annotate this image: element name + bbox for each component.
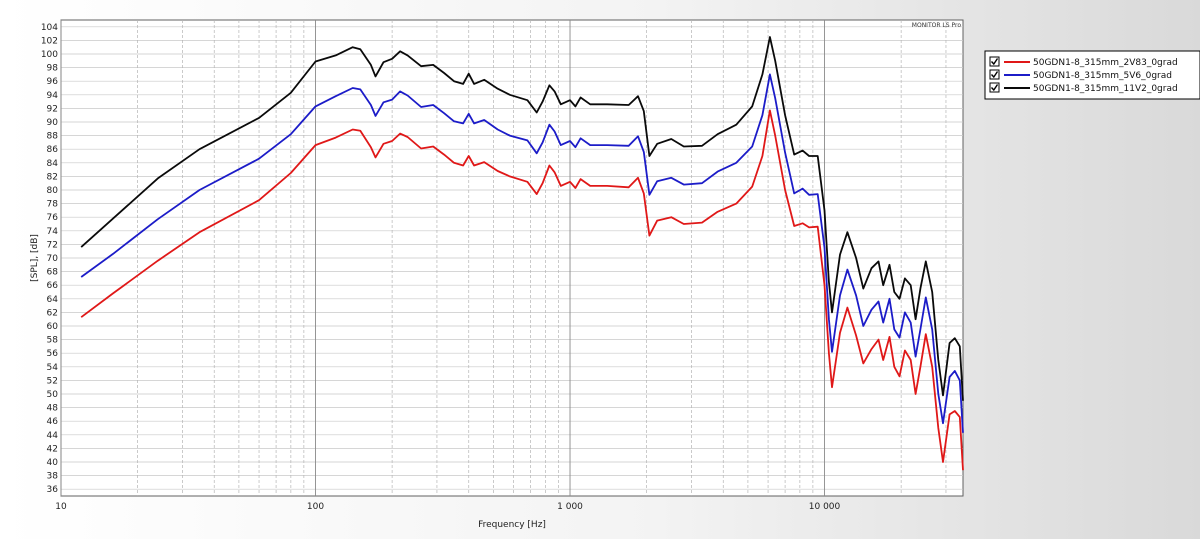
y-tick-label: 38 — [47, 472, 59, 482]
y-tick-label: 74 — [47, 227, 59, 237]
y-tick-label: 58 — [47, 336, 59, 346]
y-tick-label: 42 — [47, 444, 58, 454]
y-tick-label: 66 — [47, 281, 59, 291]
y-tick-label: 68 — [47, 268, 59, 278]
legend-checkbox[interactable] — [989, 69, 1000, 80]
grid-lines — [60, 20, 963, 496]
y-tick-label: 102 — [41, 36, 58, 46]
legend-checkbox[interactable] — [989, 56, 1000, 67]
checkbox-box[interactable] — [989, 69, 1000, 80]
checkbox-box[interactable] — [989, 56, 1000, 67]
y-tick-label: 104 — [41, 23, 58, 33]
y-tick-label: 96 — [47, 77, 59, 87]
y-tick-label: 84 — [47, 159, 59, 169]
y-tick-label: 86 — [47, 145, 59, 155]
x-axis-label: Frequency [Hz] — [478, 520, 546, 530]
checkmark-icon — [990, 58, 999, 66]
x-tick-label: 1 000 — [557, 502, 583, 512]
y-tick-label: 88 — [47, 132, 59, 142]
y-tick-label: 78 — [47, 200, 59, 210]
y-tick-label: 36 — [47, 485, 59, 495]
y-tick-label: 98 — [47, 64, 59, 74]
legend-label: 50GDN1-8_315mm_11V2_0grad — [1033, 84, 1178, 94]
y-tick-label: 82 — [47, 172, 58, 182]
legend: 50GDN1-8_315mm_2V83_0grad 50GDN1-8_315mm_… — [984, 50, 1200, 100]
legend-label: 50GDN1-8_315mm_2V83_0grad — [1033, 58, 1178, 68]
series-line-1 — [80, 109, 964, 471]
y-tick-label: 94 — [47, 91, 59, 101]
y-tick-label: 52 — [47, 376, 58, 386]
y-tick-label: 90 — [47, 118, 59, 128]
y-tick-label: 72 — [47, 240, 58, 250]
y-axis-label: [SPL], [dB] — [30, 234, 40, 282]
checkmark-icon — [990, 71, 999, 79]
y-tick-labels: 36 38 40 42 44 46 48 50 52 54 56 58 60 62 64 66 68 70 72 74… — [41, 23, 58, 495]
x-tick-labels: 10 100 1 000 10 000 — [55, 502, 840, 512]
y-tick-label: 44 — [47, 431, 59, 441]
y-tick-label: 48 — [47, 404, 59, 414]
series-line-3 — [80, 36, 964, 401]
series-line-2 — [80, 73, 964, 433]
x-tick-label: 100 — [307, 502, 324, 512]
y-tick-label: 70 — [47, 254, 59, 264]
y-tick-label: 62 — [47, 308, 58, 318]
y-tick-label: 60 — [47, 322, 59, 332]
y-tick-label: 80 — [47, 186, 59, 196]
watermark-text: MONITOR LS Pro — [912, 22, 962, 29]
checkbox-box[interactable] — [989, 82, 1000, 93]
legend-label: 50GDN1-8_315mm_5V6_0grad — [1033, 71, 1172, 81]
y-tick-label: 54 — [47, 363, 59, 373]
y-tick-label: 46 — [47, 417, 59, 427]
series-layer — [80, 36, 964, 471]
y-tick-label: 56 — [47, 349, 59, 359]
y-tick-label: 64 — [47, 295, 59, 305]
legend-checkbox[interactable] — [989, 82, 1000, 93]
y-tick-label: 92 — [47, 104, 58, 114]
y-tick-label: 76 — [47, 213, 59, 223]
x-tick-label: 10 000 — [809, 502, 841, 512]
y-tick-label: 100 — [41, 50, 58, 60]
y-tick-label: 40 — [47, 458, 59, 468]
checkmark-icon — [990, 84, 999, 92]
y-tick-label: 50 — [47, 390, 59, 400]
x-tick-label: 10 — [55, 502, 67, 512]
